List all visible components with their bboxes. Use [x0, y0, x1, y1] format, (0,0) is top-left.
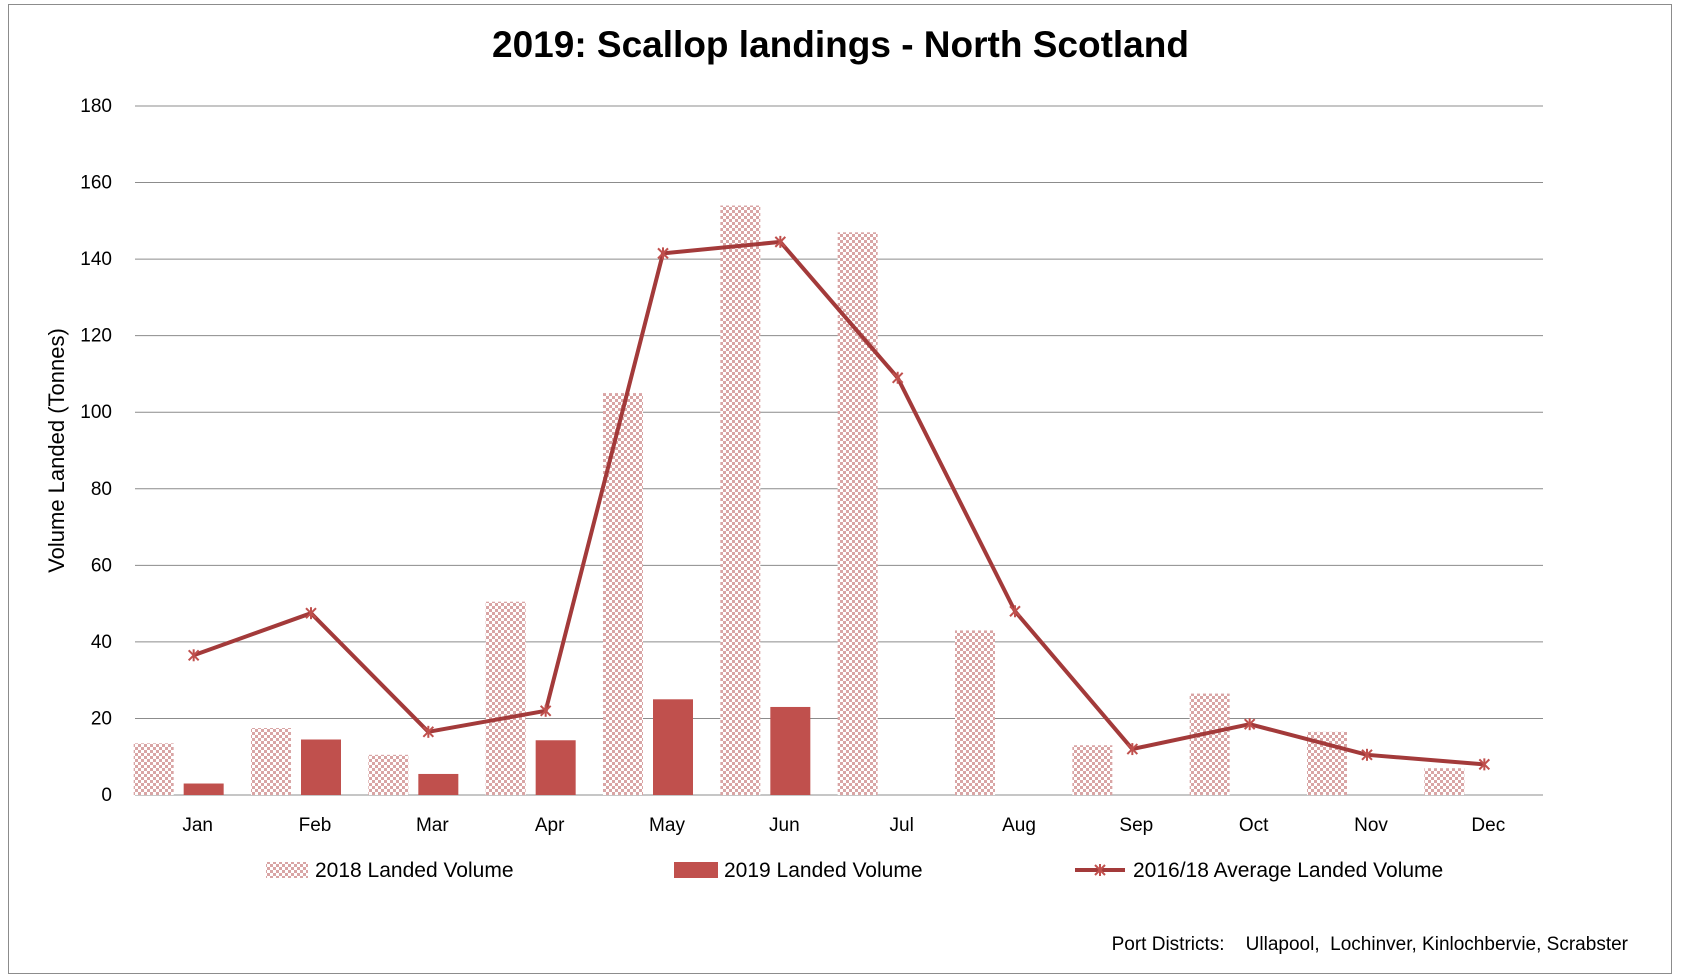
- bar-2018-dec: [1424, 768, 1465, 795]
- average-marker-jul: [891, 371, 904, 384]
- legend-label-2018: 2018 Landed Volume: [315, 859, 514, 882]
- bar-2018-jun: [720, 205, 761, 795]
- y-tick-label: 180: [80, 96, 112, 117]
- bar-2019-jun: [770, 706, 811, 795]
- bar-2018-aug: [955, 630, 995, 795]
- average-marker-jan: [187, 649, 200, 662]
- x-tick-label-jul: Jul: [890, 815, 914, 836]
- legend-swatch-2019: [674, 862, 718, 878]
- bar-2019-may: [653, 699, 693, 795]
- average-marker-jun: [774, 235, 787, 248]
- y-tick-label: 0: [101, 785, 112, 806]
- average-marker-feb: [305, 607, 317, 620]
- legend-label-2019: 2019 Landed Volume: [724, 859, 923, 882]
- bar-2018-mar: [368, 754, 409, 795]
- x-tick-label-may: May: [649, 815, 685, 836]
- bar-2018-feb: [251, 728, 291, 795]
- y-tick-label: 160: [80, 173, 112, 194]
- bar-2018-jan: [133, 743, 174, 795]
- x-tick-label-feb: Feb: [299, 815, 332, 836]
- average-line-path: [192, 239, 1485, 767]
- bar-2018-may: [603, 393, 643, 795]
- y-tick-label: 20: [91, 708, 112, 729]
- average-marker-aug: [1009, 605, 1021, 618]
- average-marker-may: [657, 247, 669, 260]
- legend-label-average: 2016/18 Average Landed Volume: [1133, 859, 1443, 882]
- x-tick-label-oct: Oct: [1239, 815, 1269, 836]
- x-tick-label-jan: Jan: [182, 815, 213, 836]
- bars: [133, 205, 1465, 796]
- bar-2018-sep: [1072, 745, 1113, 795]
- average-marker-dec: [1478, 758, 1491, 771]
- x-tick-label-nov: Nov: [1354, 815, 1388, 836]
- chart-title: 2019: Scallop landings - North Scotland: [492, 24, 1189, 65]
- average-marker-apr: [539, 704, 552, 717]
- port-districts-footnote: Port Districts: Ullapool, Lochinver, Kin…: [1111, 934, 1628, 955]
- average-marker-sep: [1126, 743, 1139, 756]
- x-tick-label-apr: Apr: [535, 815, 565, 836]
- legend-marker-average: [1094, 864, 1106, 876]
- y-tick-label: 120: [80, 326, 112, 347]
- x-tick-label-mar: Mar: [416, 815, 449, 836]
- average-line: [187, 235, 1491, 771]
- y-axis-label: Volume Landed (Tonnes): [44, 328, 69, 573]
- average-marker-mar: [422, 725, 435, 738]
- y-tick-label: 80: [91, 479, 112, 500]
- bar-2018-apr: [485, 601, 526, 795]
- bar-2018-oct: [1189, 693, 1230, 795]
- bar-2019-mar: [418, 773, 459, 795]
- y-tick-label: 100: [80, 402, 112, 423]
- average-marker-oct: [1243, 718, 1256, 731]
- bar-2018-jul: [837, 232, 878, 796]
- y-tick-label: 140: [80, 249, 112, 270]
- bar-2019-jan: [183, 783, 224, 795]
- y-tick-label: 40: [91, 632, 112, 653]
- bar-2019-apr: [535, 740, 576, 795]
- legend: 2018 Landed Volume 2019 Landed Volume 2016…: [266, 859, 1443, 882]
- x-tick-label-aug: Aug: [1002, 815, 1036, 836]
- average-marker-nov: [1361, 748, 1373, 761]
- y-tick-label: 60: [91, 555, 112, 576]
- x-tick-label-dec: Dec: [1471, 815, 1505, 836]
- axes: 0 20 40 60 80 100 120 140 160 180 Jan Feb Mar Apr May J…: [44, 96, 1505, 836]
- x-tick-label-jun: Jun: [769, 815, 800, 836]
- x-tick-label-sep: Sep: [1119, 815, 1153, 836]
- legend-swatch-2018: [266, 862, 308, 878]
- bar-2019-feb: [301, 739, 341, 795]
